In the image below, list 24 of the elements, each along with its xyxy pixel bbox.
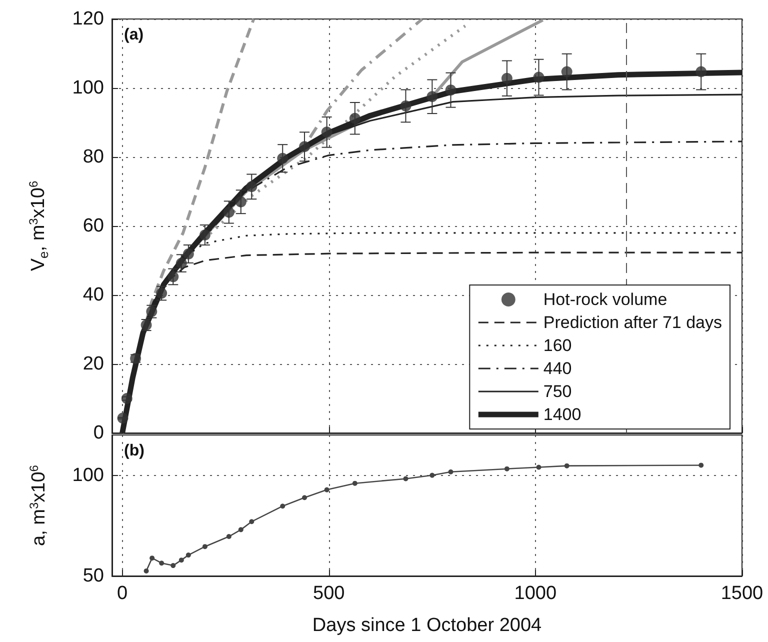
annotation: (a) xyxy=(124,26,144,44)
legend-label: 750 xyxy=(543,382,572,401)
y-tick-label: 0 xyxy=(93,422,104,444)
x-axis-title: Days since 1 October 2004 xyxy=(312,615,542,636)
legend-label: 160 xyxy=(543,336,572,355)
y-axis-title: Ve, m3x106 xyxy=(26,180,51,272)
legend-label: Hot-rock volume xyxy=(543,290,668,309)
y-tick-label: 20 xyxy=(82,354,104,374)
annotation: (b) xyxy=(124,442,144,460)
y-tick-label: 100 xyxy=(72,464,104,486)
x-tick-label: 0 xyxy=(117,583,128,604)
y-tick-label: 40 xyxy=(82,284,104,306)
legend-label: Prediction after 71 days xyxy=(543,313,722,332)
x-tick-label: 1500 xyxy=(720,583,764,604)
legend-label: 1400 xyxy=(543,405,582,424)
y-tick-label: 80 xyxy=(82,146,104,168)
x-tick-label: 500 xyxy=(313,583,345,604)
y-tick-label: 50 xyxy=(82,566,104,586)
y-tick-label: 100 xyxy=(72,78,104,98)
x-tick-label: 1000 xyxy=(514,583,557,604)
y-axis-title: a, m3x106 xyxy=(27,464,50,546)
y-tick-label: 120 xyxy=(72,8,104,30)
legend-label: 440 xyxy=(543,359,572,378)
y-tick-label: 60 xyxy=(82,216,104,236)
